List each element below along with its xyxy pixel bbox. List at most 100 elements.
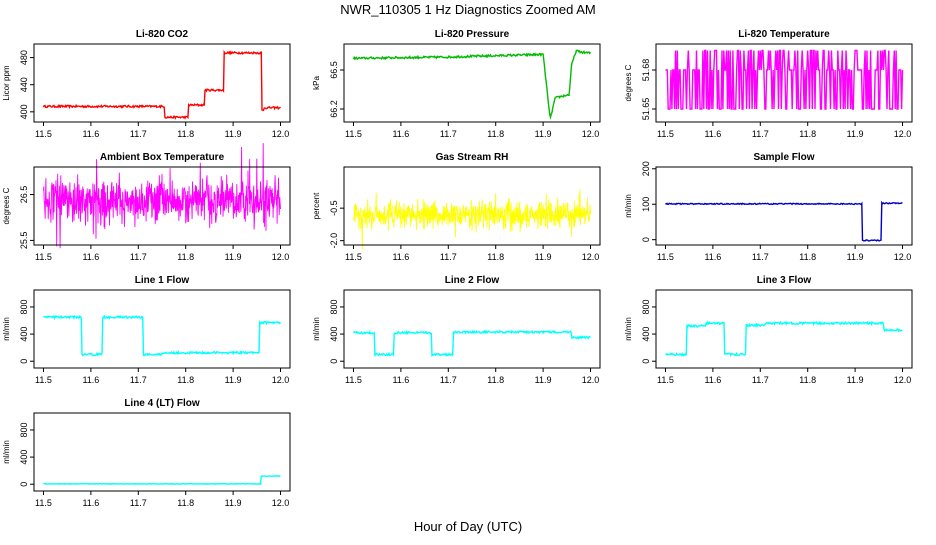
y-tick-label: -0.5	[329, 200, 339, 216]
x-tick-label: 11.9	[225, 252, 242, 262]
x-tick-label: 11.9	[225, 375, 242, 385]
plot-frame	[343, 289, 601, 369]
x-tick-label: 12.0	[272, 375, 290, 385]
x-tick-label: 11.7	[130, 129, 147, 139]
y-axis-label: degrees C	[2, 187, 11, 224]
y-tick-label: 100	[641, 197, 651, 212]
series-line	[42, 49, 281, 120]
series-line	[353, 188, 591, 250]
panel-title: Gas Stream RH	[436, 152, 509, 163]
x-tick-label: 11.9	[847, 129, 864, 139]
x-tick-label: 12.0	[272, 252, 290, 262]
y-tick-label: 400	[329, 327, 339, 342]
x-tick-label: 11.8	[487, 375, 504, 385]
x-tick-label: 11.7	[752, 129, 769, 139]
x-tick-label: 12.0	[582, 375, 600, 385]
y-tick-label: 26.5	[19, 186, 29, 204]
y-tick-label: 0	[641, 359, 651, 364]
y-tick-label: 400	[19, 327, 29, 342]
panel-line3-flow: Line 3 Flow ml/min 11.5 11.6 11.7 11.8 11.9 12.…	[624, 275, 913, 385]
x-tick-label: 11.7	[130, 498, 147, 508]
x-tick-label: 11.6	[392, 129, 409, 139]
y-axis-label: ml/min	[2, 317, 11, 341]
y-axis-label: ml/min	[312, 317, 321, 341]
y-tick-label: 51.65	[641, 98, 651, 121]
y-tick-label: 400	[19, 450, 29, 465]
y-axis-label: kPa	[312, 76, 321, 90]
x-tick-label: 11.5	[35, 498, 52, 508]
panel-sample-flow: Sample Flow ml/min 11.5 11.6 11.7 11.8 11.9 12.…	[624, 152, 913, 262]
x-tick-label: 12.0	[894, 375, 912, 385]
x-tick-label: 11.8	[799, 129, 816, 139]
panel-line4-flow: Line 4 (LT) Flow ml/min 11.5 11.6 11.7 11.8 11…	[2, 398, 291, 508]
y-tick-label: 800	[329, 299, 339, 314]
x-tick-label: 11.9	[535, 375, 552, 385]
panel-co2: Li-820 CO2 Licor ppm 11.5 11.6 11.7 11.8 11.9 1…	[2, 29, 291, 139]
x-tick-label: 11.6	[704, 129, 721, 139]
panel-line2-flow: Line 2 Flow ml/min 11.5 11.6 11.7 11.8 11.9 12.…	[312, 275, 601, 385]
y-axis-label: ml/min	[624, 317, 633, 341]
panel-title: Line 4 (LT) Flow	[124, 398, 200, 409]
y-tick-label: 0	[19, 482, 29, 487]
x-tick-label: 11.8	[487, 129, 504, 139]
x-tick-label: 11.5	[35, 252, 52, 262]
x-tick-label: 11.6	[82, 498, 99, 508]
panels: Li-820 CO2 Licor ppm 11.5 11.6 11.7 11.8 11.9 1…	[2, 29, 913, 508]
panel-title: Li-820 Temperature	[738, 29, 830, 40]
x-tick-label: 11.9	[225, 498, 242, 508]
panel-box-temp: Ambient Box Temperature degrees C 11.5 11.6…	[2, 143, 291, 262]
panel-pressure: Li-820 Pressure kPa 11.5 11.6 11.7 11.8 11.9 12…	[312, 29, 601, 139]
x-axis-title: Hour of Day (UTC)	[414, 519, 522, 534]
plot-frame	[343, 43, 601, 123]
x-tick-label: 11.5	[35, 375, 52, 385]
panel-licor-temp: Li-820 Temperature degrees C 11.5 11.6 11.7 1…	[624, 29, 913, 139]
series-line	[43, 474, 281, 486]
x-tick-label: 11.5	[657, 252, 674, 262]
x-tick-label: 12.0	[272, 498, 290, 508]
x-tick-label: 12.0	[894, 252, 912, 262]
y-tick-label: 200	[641, 161, 651, 176]
y-tick-label: 0	[329, 359, 339, 364]
x-tick-label: 11.9	[225, 129, 242, 139]
y-tick-label: 51.68	[641, 59, 651, 82]
panel-title: Line 3 Flow	[757, 275, 812, 286]
y-tick-label: 440	[19, 77, 29, 92]
figure-title: NWR_110305 1 Hz Diagnostics Zoomed AM	[340, 2, 596, 17]
panel-title: Ambient Box Temperature	[100, 152, 225, 163]
x-tick-label: 11.9	[535, 252, 552, 262]
x-tick-label: 11.6	[704, 252, 721, 262]
x-tick-label: 11.8	[487, 252, 504, 262]
y-tick-label: 800	[19, 299, 29, 314]
panel-title: Sample Flow	[753, 152, 814, 163]
y-tick-label: 66.5	[329, 61, 339, 79]
x-tick-label: 12.0	[894, 129, 912, 139]
x-tick-label: 11.7	[752, 375, 769, 385]
x-tick-label: 11.5	[345, 129, 362, 139]
x-tick-label: 11.5	[657, 375, 674, 385]
y-tick-label: -2.0	[329, 233, 339, 249]
x-tick-label: 11.9	[847, 375, 864, 385]
x-tick-label: 11.5	[657, 129, 674, 139]
x-tick-label: 11.6	[82, 129, 99, 139]
x-tick-label: 11.7	[752, 252, 769, 262]
panel-title: Line 1 Flow	[135, 275, 190, 286]
x-tick-label: 11.8	[177, 375, 194, 385]
x-tick-label: 11.5	[345, 252, 362, 262]
y-tick-label: 66.2	[329, 100, 339, 118]
x-tick-label: 11.8	[799, 375, 816, 385]
x-tick-label: 12.0	[582, 129, 600, 139]
plot-frame	[655, 289, 913, 369]
series-line	[665, 320, 903, 357]
plot-frame	[343, 166, 601, 246]
x-tick-label: 11.9	[535, 129, 552, 139]
x-tick-label: 11.8	[177, 129, 194, 139]
y-tick-label: 0	[19, 359, 29, 364]
x-tick-label: 11.5	[35, 129, 52, 139]
y-axis-label: percent	[312, 192, 321, 219]
x-tick-label: 11.5	[345, 375, 362, 385]
series-line	[43, 314, 282, 357]
panel-gas-rh: Gas Stream RH percent 11.5 11.6 11.7 11.8 11.9…	[312, 152, 601, 262]
x-tick-label: 11.7	[440, 252, 457, 262]
y-axis-label: ml/min	[624, 194, 633, 218]
